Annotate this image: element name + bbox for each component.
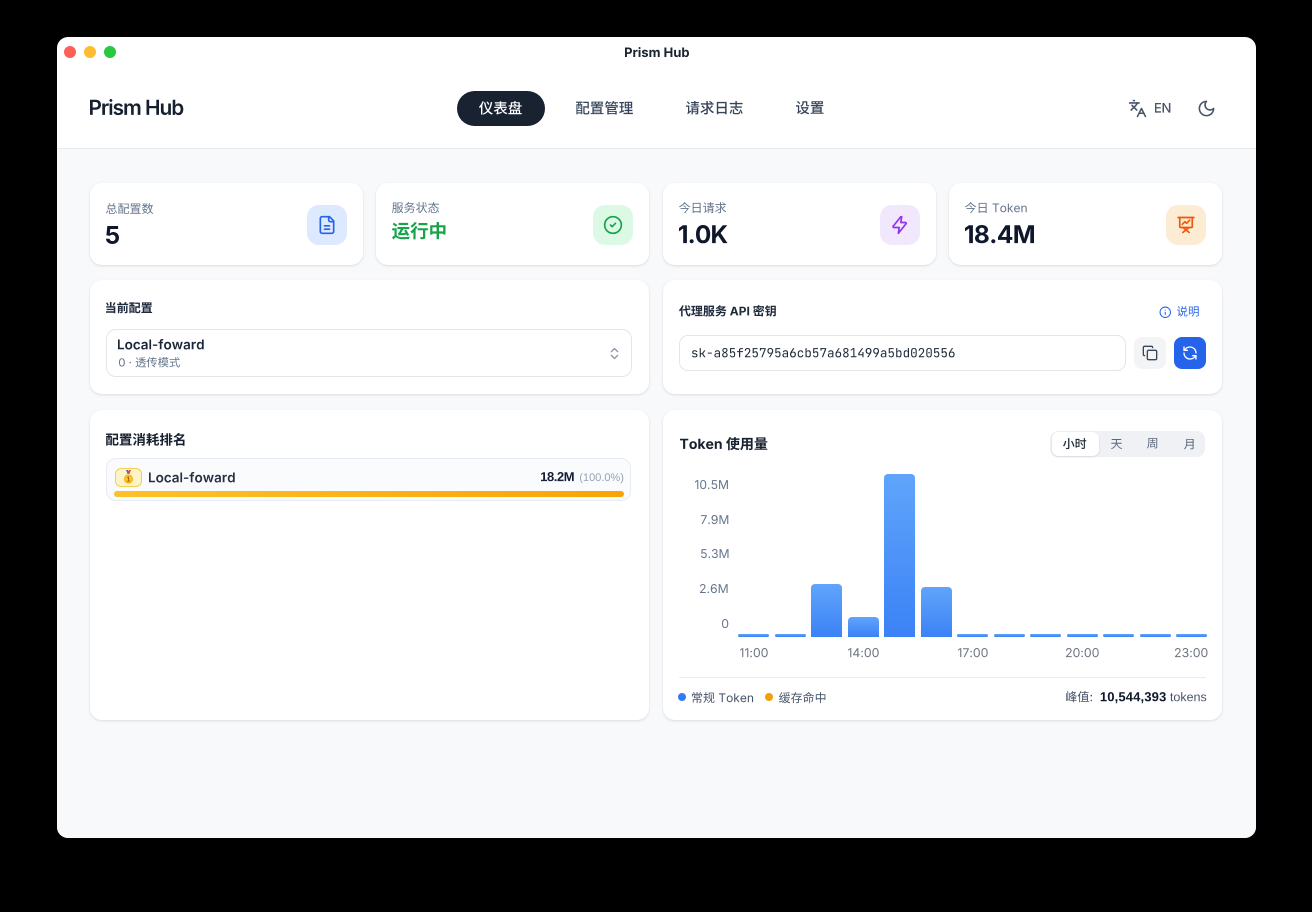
svg-text:1: 1 (127, 476, 131, 483)
